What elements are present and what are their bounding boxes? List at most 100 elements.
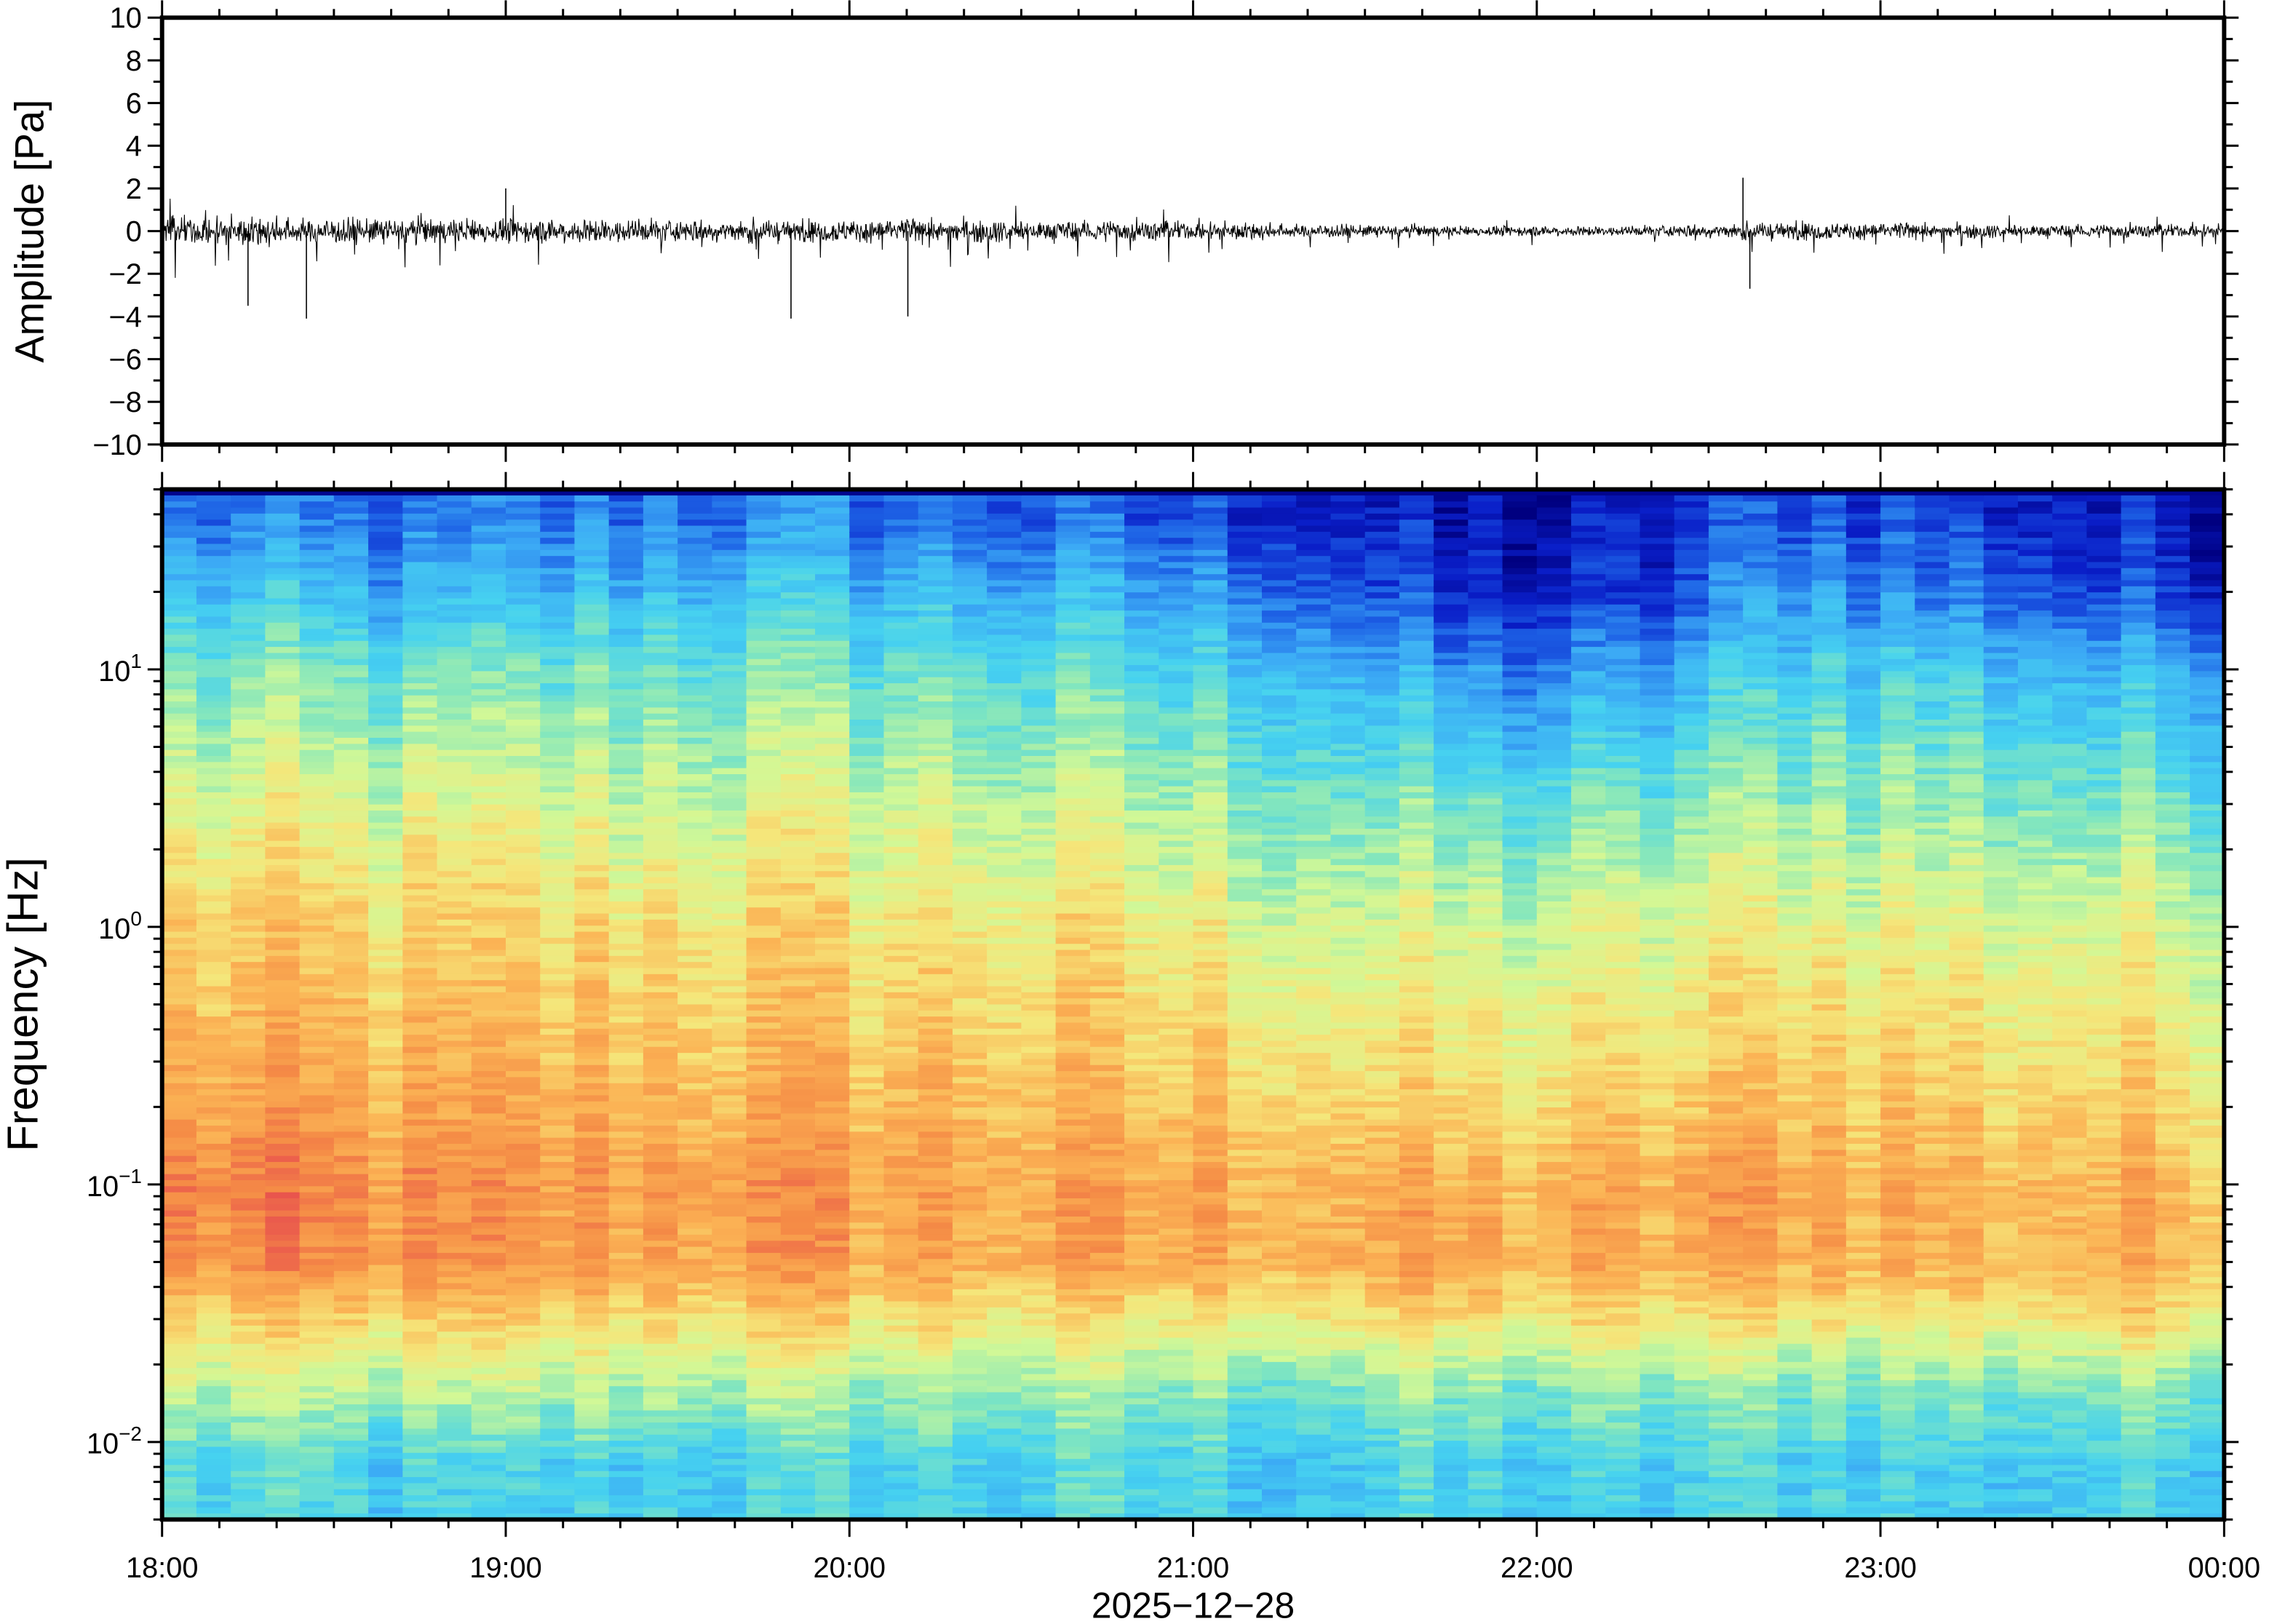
heatmap-cell xyxy=(231,1295,266,1302)
heatmap-cell xyxy=(883,665,919,672)
heatmap-cell xyxy=(162,1168,198,1175)
heatmap-cell xyxy=(643,1477,679,1484)
heatmap-cell xyxy=(437,877,472,885)
heatmap-cell xyxy=(918,1422,954,1430)
heatmap-cell xyxy=(643,889,679,896)
heatmap-cell xyxy=(815,974,851,982)
heatmap-cell xyxy=(815,1325,851,1333)
heatmap-cell xyxy=(815,1035,851,1042)
heatmap-cell xyxy=(265,1307,301,1315)
heatmap-cell xyxy=(505,616,541,624)
heatmap-cell xyxy=(505,653,541,660)
heatmap-cell xyxy=(849,544,885,552)
heatmap-cell xyxy=(1124,1040,1160,1048)
heatmap-cell xyxy=(918,1192,954,1200)
heatmap-cell xyxy=(918,1162,954,1169)
heatmap-cell xyxy=(1021,1428,1057,1436)
heatmap-cell xyxy=(402,810,438,818)
heatmap-cell xyxy=(574,665,610,672)
heatmap-cell xyxy=(815,1010,851,1018)
heatmap-cell xyxy=(231,859,266,867)
heatmap-cell xyxy=(265,549,301,557)
heatmap-cell xyxy=(574,1040,610,1048)
heatmap-cell xyxy=(231,531,266,539)
heatmap-cell xyxy=(265,744,301,751)
heatmap-cell xyxy=(643,1046,679,1054)
heatmap-cell xyxy=(437,1452,472,1460)
heatmap-cell xyxy=(265,798,301,805)
heatmap-cell xyxy=(677,1016,713,1024)
heatmap-cell xyxy=(815,1495,851,1502)
heatmap-cell xyxy=(1021,671,1057,678)
heatmap-cell xyxy=(1055,1234,1092,1242)
heatmap-cell xyxy=(574,501,610,509)
heatmap-cell xyxy=(265,1513,301,1521)
heatmap-cell xyxy=(196,1064,232,1072)
heatmap-cell xyxy=(1124,1295,1160,1302)
heatmap-cell xyxy=(677,780,713,787)
heatmap-cell xyxy=(299,883,335,891)
heatmap-cell xyxy=(231,846,266,854)
heatmap-cell xyxy=(780,804,816,812)
heatmap-cell xyxy=(815,1441,851,1448)
heatmap-cell xyxy=(333,1470,370,1478)
heatmap-cell xyxy=(1159,822,1194,830)
heatmap-cell xyxy=(265,489,301,497)
heatmap-cell xyxy=(952,1325,988,1333)
heatmap-cell xyxy=(505,1459,541,1466)
heatmap-cell xyxy=(265,980,301,987)
heatmap-cell xyxy=(265,658,301,666)
heatmap-cell xyxy=(746,683,782,690)
heatmap-cell xyxy=(1055,1228,1092,1236)
heatmap-cell xyxy=(368,1095,404,1102)
heatmap-cell xyxy=(540,1186,576,1193)
heatmap-cell xyxy=(162,974,198,982)
heatmap-cell xyxy=(712,489,747,497)
heatmap-cell xyxy=(196,520,232,527)
heatmap-cell xyxy=(677,1107,713,1115)
heatmap-cell xyxy=(540,756,576,763)
heatmap-cell xyxy=(746,598,782,605)
heatmap-cell xyxy=(643,792,679,800)
heatmap-cell xyxy=(471,695,507,703)
heatmap-cell xyxy=(471,1441,507,1448)
heatmap-cell xyxy=(952,1398,988,1406)
heatmap-cell xyxy=(918,1343,954,1351)
heatmap-cell xyxy=(162,944,198,951)
heatmap-cell xyxy=(196,1428,232,1436)
heatmap-cell xyxy=(952,1192,988,1200)
heatmap-cell xyxy=(1021,1126,1057,1133)
heatmap-cell xyxy=(162,531,198,539)
heatmap-cell xyxy=(677,1137,713,1145)
heatmap-cell xyxy=(437,1459,472,1466)
heatmap-cell xyxy=(918,937,954,945)
heatmap-cell xyxy=(1055,1386,1092,1393)
heatmap-cell xyxy=(883,828,919,836)
heatmap-cell xyxy=(883,1150,919,1157)
heatmap-cell xyxy=(952,744,988,751)
heatmap-cell xyxy=(815,1337,851,1345)
heatmap-cell xyxy=(746,1368,782,1375)
heatmap-cell xyxy=(471,786,507,794)
heatmap-cell xyxy=(505,913,541,921)
heatmap-cell xyxy=(780,1246,816,1254)
heatmap-cell xyxy=(231,549,266,557)
heatmap-cell xyxy=(952,1059,988,1066)
heatmap-cell xyxy=(677,840,713,848)
heatmap-cell xyxy=(1055,1071,1092,1078)
heatmap-cell xyxy=(402,653,438,660)
heatmap-cell xyxy=(196,883,232,891)
heatmap-cell xyxy=(712,525,747,533)
heatmap-cell xyxy=(987,640,1022,648)
heatmap-cell xyxy=(574,677,610,685)
heatmap-cell xyxy=(505,1434,541,1442)
heatmap-cell xyxy=(780,1332,816,1339)
heatmap-cell xyxy=(402,1422,438,1430)
heatmap-cell xyxy=(1124,1483,1160,1490)
heatmap-cell xyxy=(1159,883,1194,891)
heatmap-cell xyxy=(574,634,610,642)
heatmap-cell xyxy=(402,701,438,709)
heatmap-cell xyxy=(815,1113,851,1121)
heatmap-cell xyxy=(1089,1507,1126,1515)
heatmap-cell xyxy=(849,1374,885,1382)
